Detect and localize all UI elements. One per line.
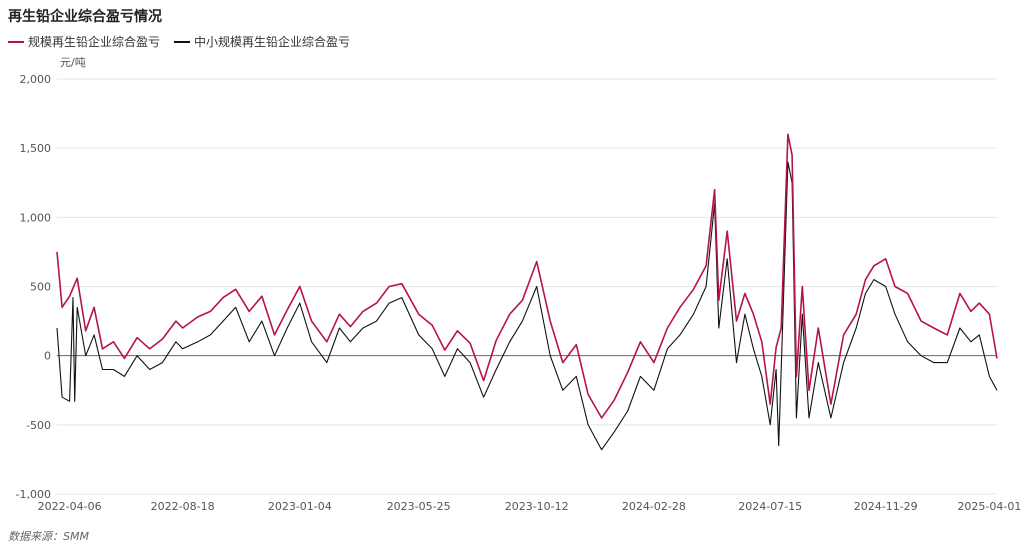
y-tick-label: 0 (44, 350, 51, 363)
y-tick-label: 1,500 (20, 142, 52, 155)
legend-swatch-small (174, 40, 191, 43)
series-line-small (56, 161, 998, 451)
x-tick-label: 2023-05-25 (387, 500, 451, 513)
x-tick-label: 2022-08-18 (151, 500, 215, 513)
x-tick-label: 2024-02-28 (622, 500, 686, 513)
legend-swatch-large (8, 40, 24, 43)
series-line-large (56, 133, 998, 419)
chart-legend: 规模再生铅企业综合盈亏 中小规模再生铅企业综合盈亏 (8, 33, 350, 50)
chart-title: 再生铅企业综合盈亏情况 (8, 9, 162, 25)
legend-item-large[interactable]: 规模再生铅企业综合盈亏 (8, 33, 160, 50)
x-tick-label: 2023-10-12 (505, 500, 569, 513)
y-tick-label: 2,000 (20, 73, 52, 86)
legend-label-small: 中小规模再生铅企业综合盈亏 (194, 35, 351, 49)
y-axis-unit: 元/吨 (60, 56, 86, 69)
legend-item-small[interactable]: 中小规模再生铅企业综合盈亏 (174, 33, 350, 50)
x-tick-label: 2023-01-04 (268, 500, 332, 513)
y-tick-label: -1,000 (16, 488, 51, 501)
x-tick-label: 2024-11-29 (854, 500, 918, 513)
y-tick-label: 500 (30, 281, 51, 294)
data-source: 数据来源：SMM (8, 530, 89, 543)
y-tick-label: 1,000 (20, 211, 52, 224)
x-tick-label: 2022-04-06 (38, 500, 102, 513)
y-tick-label: -500 (26, 419, 51, 432)
legend-label-large: 规模再生铅企业综合盈亏 (28, 35, 161, 49)
x-tick-label: 2024-07-15 (738, 500, 802, 513)
x-tick-label: 2025-04-01 (957, 500, 1021, 513)
